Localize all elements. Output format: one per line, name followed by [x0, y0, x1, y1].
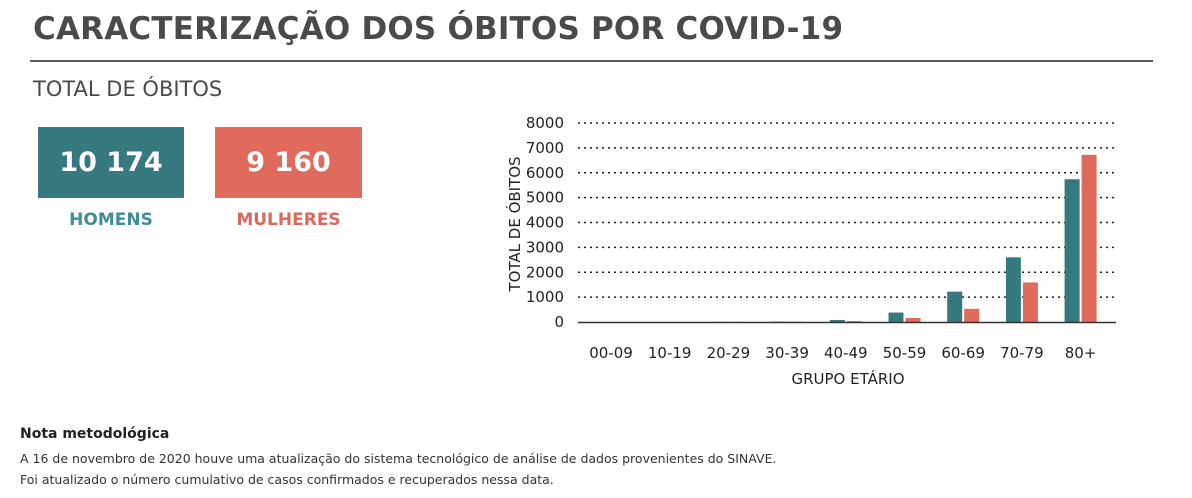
- bar-men: [947, 291, 963, 322]
- x-tick-label: 40-49: [824, 344, 868, 362]
- bar-men: [1005, 257, 1021, 322]
- bar-men: [1064, 179, 1080, 322]
- x-tick-label: 70-79: [1000, 344, 1044, 362]
- x-tick-label: 80+: [1065, 344, 1097, 362]
- y-tick-label: 0: [554, 313, 564, 331]
- y-tick-label: 2000: [526, 263, 564, 281]
- y-tick-label: 5000: [526, 189, 564, 207]
- chart-gridlines: [578, 122, 1116, 298]
- y-axis-title: TOTAL DE ÓBITOS: [505, 156, 524, 292]
- y-tick-label: 6000: [526, 164, 564, 182]
- bar-women: [1022, 282, 1038, 322]
- bar-women: [964, 308, 980, 322]
- men-label: HOMENS: [69, 210, 153, 230]
- women-label: MULHERES: [236, 210, 341, 230]
- section-subtitle: TOTAL DE ÓBITOS: [33, 77, 223, 101]
- y-tick-label: 1000: [526, 288, 564, 306]
- men-total-card: 10 174: [38, 127, 184, 198]
- note-title: Nota metodológica: [20, 426, 170, 442]
- y-axis-ticks: 0 1000 2000 3000 4000 5000 6000 7000 8000: [526, 114, 564, 331]
- women-total-value: 9 160: [246, 147, 331, 178]
- bar-women: [905, 318, 921, 322]
- women-total-card: 9 160: [215, 127, 362, 198]
- bar-men: [888, 312, 904, 322]
- men-total-value: 10 174: [59, 147, 163, 178]
- y-tick-label: 8000: [526, 114, 564, 132]
- x-axis-ticks: 00-09 10-19 20-29 30-39 40-49 50-59 60-69 70-79…: [589, 344, 1096, 362]
- x-tick-label: 00-09: [589, 344, 633, 362]
- title-divider: [30, 60, 1153, 62]
- y-tick-label: 7000: [526, 139, 564, 157]
- x-tick-label: 60-69: [941, 344, 985, 362]
- x-tick-label: 10-19: [648, 344, 692, 362]
- age-group-bar-chart: 0 1000 2000 3000 4000 5000 6000 7000 8000 00-09 1…: [505, 114, 1116, 388]
- bar-men: [829, 320, 845, 322]
- y-tick-label: 4000: [526, 214, 564, 232]
- bar-women: [1081, 154, 1097, 322]
- page-title: CARACTERIZAÇÃO DOS ÓBITOS POR COVID-19: [33, 11, 844, 47]
- x-tick-label: 50-59: [883, 344, 927, 362]
- note-line: Foi atualizado o número cumulativo de ca…: [20, 472, 554, 487]
- x-tick-label: 20-29: [707, 344, 751, 362]
- x-tick-label: 30-39: [765, 344, 809, 362]
- y-tick-label: 3000: [526, 238, 564, 256]
- note-line: A 16 de novembro de 2020 houve uma atual…: [20, 451, 777, 466]
- bar-women: [846, 321, 862, 322]
- x-axis-title: GRUPO ETÁRIO: [791, 369, 904, 388]
